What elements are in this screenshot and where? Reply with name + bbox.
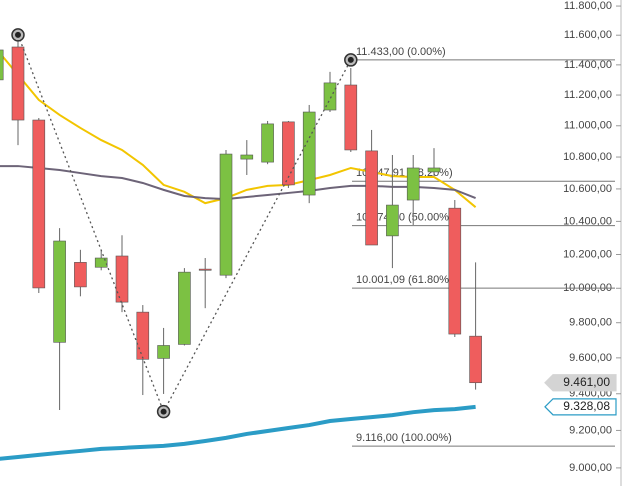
price-tag-label: 9.461,00 [563, 375, 610, 389]
y-tick-label: 11.400,00 [564, 59, 612, 71]
y-tick-label: 9.800,00 [569, 317, 612, 329]
candle-body [11, 46, 25, 121]
candle-body [115, 255, 129, 303]
pivot-dot [15, 31, 21, 38]
zigzag-line [17, 34, 165, 412]
y-tick-label: 10.600,00 [563, 183, 612, 195]
candle-body [198, 268, 212, 271]
y-tick-label: 9.200,00 [569, 424, 612, 436]
y-tick-label: 11.000,00 [564, 120, 612, 132]
candle-body [240, 154, 254, 160]
candle-body [469, 335, 482, 384]
moving-average-line [0, 165, 476, 201]
moving-average-line [0, 51, 477, 208]
y-tick-label: 9.000,00 [569, 462, 612, 474]
y-tick-label: 10.800,00 [563, 151, 612, 163]
candle-body [448, 207, 462, 335]
pivot-dot [160, 408, 167, 415]
price-tag [544, 398, 617, 416]
candle-body [178, 271, 191, 345]
fib-label: 11.433,00 (0.00%) [356, 46, 446, 58]
moving-average-line [0, 404, 476, 461]
candle-body [427, 167, 441, 173]
price-tag [544, 374, 617, 392]
candle-body [53, 240, 66, 343]
candle-body [94, 257, 108, 268]
candle-body [136, 311, 150, 360]
fib-label: 10.374,50 (50.00%) [356, 211, 453, 223]
y-tick-label: 10.200,00 [563, 248, 612, 260]
candle-body [302, 111, 316, 196]
fib-label: 9.116,00 (100.00%) [356, 432, 452, 444]
fib-label: 10.001,09 (61.80%) [356, 274, 453, 286]
candle-body [74, 262, 87, 288]
pivot-dot [347, 56, 354, 63]
y-tick-label: 9.600,00 [569, 352, 612, 364]
candle-body [32, 119, 46, 289]
candle-body [261, 123, 274, 163]
y-tick-label: 11.800,00 [564, 0, 612, 12]
candle-body [282, 121, 295, 186]
price-tag-label: 9.328,08 [563, 399, 610, 413]
candle-body [344, 84, 358, 151]
candle-body [323, 82, 337, 111]
candle-body [157, 345, 170, 359]
y-tick-label: 11.600,00 [564, 29, 612, 41]
candle-body [219, 153, 233, 276]
y-tick-label: 10.400,00 [563, 215, 612, 227]
y-tick-label: 11.200,00 [564, 89, 612, 101]
zigzag-line [163, 59, 352, 412]
candle-body [406, 167, 420, 201]
candle-body [386, 204, 399, 237]
candle-body [365, 150, 378, 246]
candle-body [0, 49, 4, 81]
